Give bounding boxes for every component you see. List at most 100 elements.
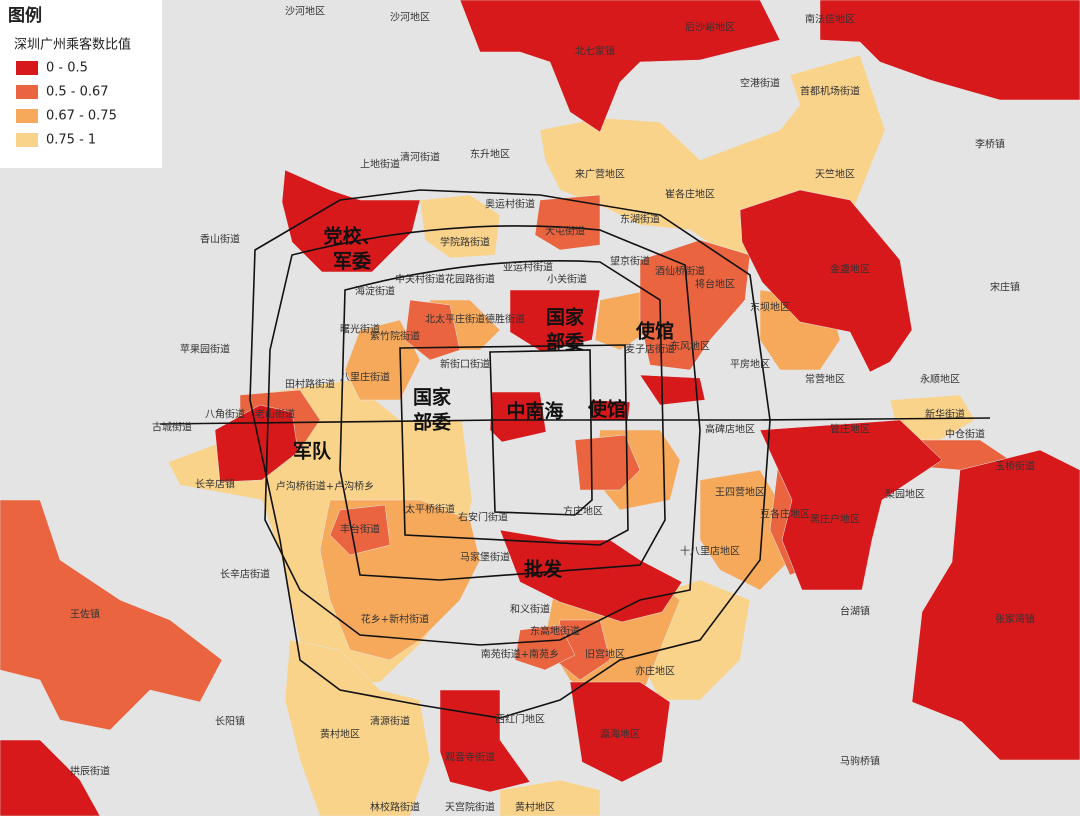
- legend-swatch: [16, 85, 38, 99]
- place-label: 崔各庄地区: [665, 188, 715, 201]
- place-label: 新华街道: [925, 408, 965, 421]
- place-label: 李桥镇: [975, 138, 1005, 151]
- place-label: 八角街道: [205, 408, 245, 421]
- place-label: 八里庄街道: [340, 371, 390, 384]
- place-label: 大屯街道: [545, 225, 585, 238]
- place-label: 清河街道: [400, 151, 440, 164]
- district: [214, 404, 299, 483]
- district: [489, 391, 547, 443]
- district: [499, 779, 601, 816]
- place-label: 瀛海地区: [600, 728, 640, 741]
- place-label: 田村路街道: [285, 378, 335, 391]
- place-label: 新街口街道: [440, 358, 490, 371]
- annotation: 党校、: [323, 225, 380, 248]
- annotation: 使馆: [587, 398, 626, 421]
- place-label: 上地街道: [360, 158, 400, 171]
- place-label: 南苑街道+南苑乡: [481, 648, 559, 661]
- place-label: 常营地区: [805, 373, 845, 386]
- place-label: 海淀街道: [355, 285, 395, 298]
- place-label: 北太平庄街道: [425, 313, 485, 326]
- place-labels: 沙河地区沙河地区北七家镇后沙峪地区南法信地区空港街道首都机场街道李桥镇天竺地区东…: [70, 5, 1035, 814]
- place-label: 苹果园街道: [180, 343, 230, 356]
- district: [699, 469, 791, 591]
- place-label: 望京街道: [610, 255, 650, 268]
- place-label: 沙河地区: [285, 5, 325, 18]
- place-label: 西红门地区: [495, 713, 545, 726]
- place-label: 沙河地区: [390, 11, 430, 24]
- place-label: 林校路街道: [370, 801, 420, 814]
- place-label: 亚运村街道: [503, 261, 553, 274]
- district: [439, 689, 531, 793]
- place-label: 古城街道: [152, 421, 192, 434]
- place-label: 张家湾镇: [995, 613, 1035, 626]
- district: [911, 449, 1080, 761]
- place-label: 方庄地区: [563, 505, 603, 518]
- district: [819, 0, 1080, 101]
- annotation: 国家: [546, 306, 585, 329]
- place-label: 麦子店街道: [625, 343, 675, 356]
- place-label: 梨园地区: [885, 488, 925, 501]
- place-label: 清源街道: [370, 715, 410, 728]
- district: [639, 239, 751, 371]
- place-label: 天宫院街道: [445, 801, 495, 814]
- place-label: 丰台街道: [340, 523, 380, 536]
- place-label: 长辛店街道: [220, 568, 270, 581]
- place-label: 宋庄镇: [990, 281, 1020, 294]
- place-label: 南法信地区: [805, 13, 855, 26]
- place-label: 黄村地区: [320, 728, 360, 741]
- place-label: 王佐镇: [70, 608, 100, 621]
- place-label: 王四营地区: [715, 486, 765, 499]
- legend-heading: 图例: [8, 5, 42, 26]
- place-label: 酒仙桥街道: [655, 265, 705, 278]
- district: [759, 419, 943, 591]
- legend-swatch: [16, 61, 38, 75]
- annotation: 军队: [293, 440, 332, 463]
- district: [0, 739, 101, 816]
- place-label: 紫竹院街道: [370, 330, 420, 343]
- place-label: 亦庄地区: [635, 665, 675, 678]
- ring-road: [489, 349, 593, 516]
- place-label: 老山街道: [255, 408, 295, 421]
- annotation: 部委: [546, 331, 584, 354]
- place-label: 马驹桥镇: [840, 755, 880, 768]
- place-label: 管庄地区: [830, 423, 870, 436]
- place-label: 台湖镇: [840, 605, 870, 618]
- ring-roads: [159, 189, 991, 719]
- district: [739, 189, 913, 373]
- legend-label: 0.67 - 0.75: [46, 109, 117, 124]
- annotation: 中南海: [506, 400, 563, 423]
- ring-road: [264, 225, 701, 646]
- place-label: 太平桥街道: [405, 503, 455, 516]
- place-label: 首都机场街道: [800, 85, 860, 98]
- place-label: 高碑店地区: [705, 423, 755, 436]
- legend-swatch: [16, 109, 38, 123]
- place-label: 观音寺街道: [445, 751, 495, 764]
- district: [534, 194, 601, 251]
- place-label: 空港街道: [740, 77, 780, 90]
- legend-label: 0.5 - 0.67: [46, 85, 109, 100]
- place-label: 将台地区: [695, 278, 735, 291]
- place-label: 东坝地区: [750, 301, 790, 314]
- place-label: 黑庄户地区: [810, 513, 860, 526]
- district: [419, 194, 501, 259]
- annotation: 军委: [333, 251, 371, 273]
- place-label: 学院路街道: [440, 236, 490, 249]
- place-label: 奥运村街道: [485, 198, 535, 211]
- place-label: 旧宫地区: [585, 648, 625, 661]
- place-label: 金盏地区: [830, 263, 870, 276]
- district: [499, 529, 683, 623]
- place-label: 豆各庄地区: [760, 508, 810, 521]
- place-label: 长阳镇: [215, 715, 245, 728]
- place-label: 后沙峪地区: [685, 21, 735, 34]
- annotation: 部委: [413, 411, 451, 434]
- annotation: 使馆: [635, 320, 674, 343]
- place-label: 马家堡街道: [460, 551, 510, 564]
- district: [0, 499, 223, 731]
- place-label: 平房地区: [730, 358, 770, 371]
- place-label: 拱辰街道: [70, 765, 110, 778]
- place-label: 永顺地区: [920, 373, 960, 386]
- place-label: 北七家镇: [575, 45, 615, 58]
- place-label: 东湖街道: [620, 213, 660, 226]
- place-label: 来广营地区: [575, 168, 625, 181]
- district: [284, 639, 431, 816]
